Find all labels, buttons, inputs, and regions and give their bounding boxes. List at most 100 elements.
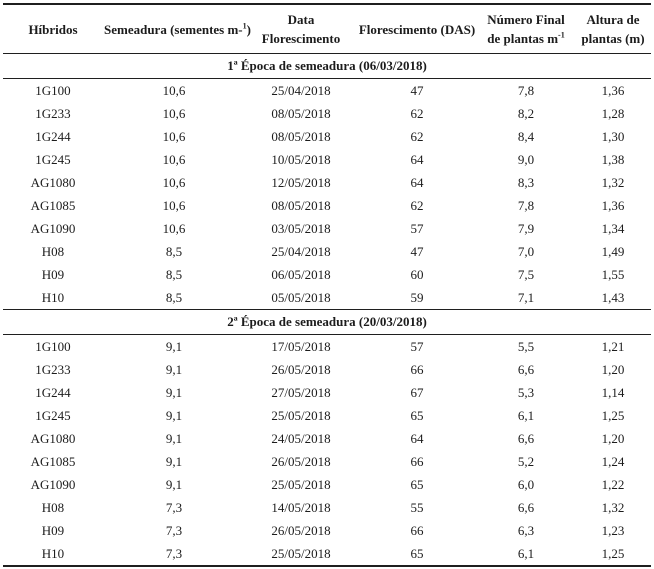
table-row: 1G233 10,6 08/05/2018 62 8,2 1,28 — [3, 102, 651, 125]
table-cell-altura-plantas: 1,21 — [601, 338, 625, 354]
table-cell-altura-plantas: 1,20 — [601, 361, 625, 377]
table-cell-numero-final-plantas: 8,2 — [517, 105, 535, 121]
table-cell-numero-final-plantas: 6,6 — [517, 430, 535, 446]
table-cell-semeadura: 9,1 — [165, 384, 183, 400]
column-header-hibridos: Híbridos — [3, 4, 103, 54]
table-row: 1G245 10,6 10/05/2018 64 9,0 1,38 — [3, 148, 651, 171]
column-header-line: Florescimento — [261, 31, 341, 46]
section-title: 2ª Época de semeadura (20/03/2018) — [227, 314, 427, 329]
paper-table-container: Híbridos Semeadura (sementes m-1) Data Flor… — [3, 0, 651, 567]
table-cell-data-florescimento: 26/05/2018 — [271, 522, 331, 538]
table-cell-numero-final-plantas: 7,9 — [517, 220, 535, 236]
table-cell-altura-plantas: 1,32 — [601, 174, 625, 190]
table-cell-florescimento-das: 64 — [410, 174, 424, 190]
table-cell-florescimento-das: 47 — [410, 82, 424, 98]
section-title: 1ª Época de semeadura (06/03/2018) — [227, 58, 427, 73]
column-header-altura-plantas: Altura de plantas (m) — [575, 4, 651, 54]
table-cell-semeadura: 9,1 — [165, 430, 183, 446]
table-cell-florescimento-das: 60 — [410, 266, 424, 282]
table-row: AG1085 10,6 08/05/2018 62 7,8 1,36 — [3, 194, 651, 217]
table-cell-hibridos: H09 — [41, 266, 65, 282]
table-row: H10 7,3 25/05/2018 65 6,1 1,25 — [3, 542, 651, 566]
table-cell-numero-final-plantas: 8,4 — [517, 128, 535, 144]
table-cell-semeadura: 7,3 — [165, 545, 183, 561]
table-cell-semeadura: 10,6 — [162, 105, 186, 121]
table-cell-numero-final-plantas: 7,5 — [517, 266, 535, 282]
table-head: Híbridos Semeadura (sementes m-1) Data Flor… — [3, 4, 651, 54]
table-row: 1G245 9,1 25/05/2018 65 6,1 1,25 — [3, 404, 651, 427]
table-cell-numero-final-plantas: 5,3 — [517, 384, 535, 400]
column-header-line: Semeadura (sementes m-1) — [104, 21, 252, 37]
table-cell-hibridos: AG1080 — [30, 174, 76, 190]
table-cell-hibridos: 1G100 — [35, 338, 71, 354]
table-cell-data-florescimento: 25/04/2018 — [271, 82, 331, 98]
table-cell-hibridos: 1G100 — [35, 82, 71, 98]
table-cell-hibridos: AG1090 — [30, 476, 76, 492]
column-header-semeadura: Semeadura (sementes m-1) — [103, 4, 252, 54]
table-cell-hibridos: 1G244 — [35, 384, 71, 400]
table-cell-altura-plantas: 1,36 — [601, 197, 625, 213]
table-row: H09 7,3 26/05/2018 66 6,3 1,23 — [3, 519, 651, 542]
table-row: H10 8,5 05/05/2018 59 7,1 1,43 — [3, 286, 651, 310]
table-cell-altura-plantas: 1,28 — [601, 105, 625, 121]
column-header-line: plantas (m) — [581, 31, 645, 46]
table-cell-numero-final-plantas: 6,6 — [517, 361, 535, 377]
table-cell-altura-plantas: 1,22 — [601, 476, 625, 492]
table-cell-florescimento-das: 59 — [410, 289, 424, 305]
table-cell-data-florescimento: 08/05/2018 — [271, 197, 331, 213]
table-cell-data-florescimento: 05/05/2018 — [271, 289, 331, 305]
table-cell-altura-plantas: 1,55 — [601, 266, 625, 282]
table-cell-data-florescimento: 24/05/2018 — [271, 430, 331, 446]
table-cell-florescimento-das: 66 — [410, 361, 424, 377]
table-cell-florescimento-das: 62 — [410, 105, 424, 121]
table-cell-hibridos: AG1090 — [30, 220, 76, 236]
table-cell-numero-final-plantas: 6,1 — [517, 407, 535, 423]
table-cell-florescimento-das: 64 — [410, 430, 424, 446]
table-cell-florescimento-das: 65 — [410, 545, 424, 561]
table-row: 1G244 10,6 08/05/2018 62 8,4 1,30 — [3, 125, 651, 148]
table-cell-altura-plantas: 1,14 — [601, 384, 625, 400]
column-header-line: Data — [287, 12, 315, 27]
table-cell-semeadura: 10,6 — [162, 82, 186, 98]
section-title-row: 2ª Época de semeadura (20/03/2018) — [3, 309, 651, 335]
table-cell-florescimento-das: 66 — [410, 453, 424, 469]
table-cell-data-florescimento: 08/05/2018 — [271, 128, 331, 144]
table-cell-altura-plantas: 1,25 — [601, 407, 625, 423]
table-cell-semeadura: 10,6 — [162, 174, 186, 190]
table-row: H08 8,5 25/04/2018 47 7,0 1,49 — [3, 240, 651, 263]
table-cell-numero-final-plantas: 5,2 — [517, 453, 535, 469]
table-cell-semeadura: 10,6 — [162, 220, 186, 236]
table-cell-altura-plantas: 1,32 — [601, 499, 625, 515]
table-cell-florescimento-das: 62 — [410, 128, 424, 144]
table-cell-hibridos: 1G233 — [35, 361, 71, 377]
column-header-data-florescimento: Data Florescimento — [245, 4, 357, 54]
column-header-line: Florescimento (DAS) — [358, 21, 476, 37]
superscript: 1 — [242, 21, 247, 31]
table-cell-semeadura: 9,1 — [165, 453, 183, 469]
table-cell-semeadura: 8,5 — [165, 243, 183, 259]
hybrids-sowing-table: Híbridos Semeadura (sementes m-1) Data Flor… — [3, 3, 651, 567]
table-cell-florescimento-das: 62 — [410, 197, 424, 213]
table-row: 1G233 9,1 26/05/2018 66 6,6 1,20 — [3, 358, 651, 381]
table-cell-numero-final-plantas: 9,0 — [517, 151, 535, 167]
table-cell-altura-plantas: 1,43 — [601, 289, 625, 305]
column-header-line: Híbridos — [28, 21, 78, 37]
table-row: H09 8,5 06/05/2018 60 7,5 1,55 — [3, 263, 651, 286]
table-row: AG1080 9,1 24/05/2018 64 6,6 1,20 — [3, 427, 651, 450]
table-cell-data-florescimento: 17/05/2018 — [271, 338, 331, 354]
table-cell-hibridos: 1G245 — [35, 151, 71, 167]
table-cell-semeadura: 8,5 — [165, 266, 183, 282]
table-cell-data-florescimento: 26/05/2018 — [271, 453, 331, 469]
table-cell-florescimento-das: 57 — [410, 338, 424, 354]
table-cell-semeadura: 8,5 — [165, 289, 183, 305]
table-cell-numero-final-plantas: 7,8 — [517, 197, 535, 213]
table-cell-florescimento-das: 65 — [410, 407, 424, 423]
table-cell-data-florescimento: 25/05/2018 — [271, 476, 331, 492]
table-cell-hibridos: 1G233 — [35, 105, 71, 121]
table-cell-semeadura: 9,1 — [165, 407, 183, 423]
table-cell-numero-final-plantas: 5,5 — [517, 338, 535, 354]
table-cell-data-florescimento: 25/05/2018 — [271, 407, 331, 423]
table-cell-semeadura: 7,3 — [165, 499, 183, 515]
table-cell-hibridos: 1G245 — [35, 407, 71, 423]
table-cell-hibridos: AG1085 — [30, 197, 76, 213]
